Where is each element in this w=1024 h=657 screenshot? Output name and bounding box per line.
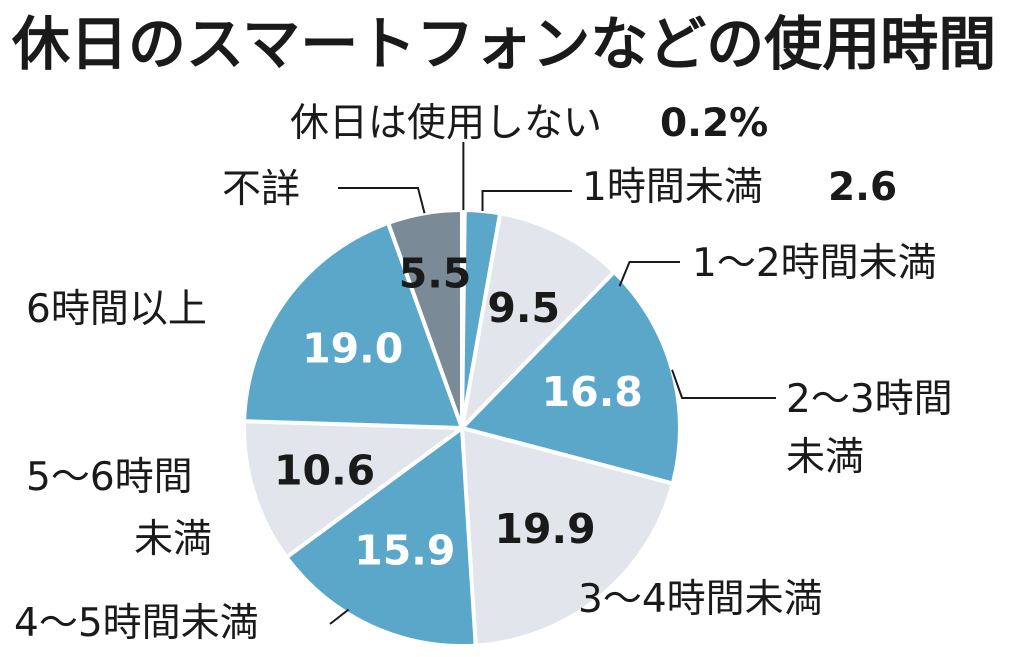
pie-slice-6 (284, 426, 478, 648)
slice-value-label-7: 10.6 (274, 447, 375, 495)
slice-category-label-3: 1〜2時間未満 (692, 241, 937, 286)
slice-value-label-1: 0.2% (660, 101, 768, 146)
leader-line-6 (329, 608, 350, 625)
slice-category-label-9: 不詳 (222, 167, 300, 212)
slice-category-label-5: 3〜4時間未満 (578, 577, 823, 622)
slice-value-label-9: 5.5 (399, 249, 472, 297)
chart-title: 休日のスマートフォンなどの使用時間 (11, 10, 996, 78)
slice-category-label-4: 2〜3時間 (786, 377, 953, 422)
leader-lines (329, 142, 776, 625)
slice-category-label-1: 休日は使用しない (290, 101, 602, 146)
pie-slice-4 (460, 269, 682, 486)
pie-slice-7 (242, 419, 464, 560)
slice-category-label-6: 4〜5時間未満 (14, 601, 259, 646)
slice-value-label-4: 16.8 (542, 368, 643, 416)
slice-category-label-8: 6時間以上 (26, 287, 207, 332)
slice-value-label-5: 19.9 (494, 505, 595, 553)
slice-labels: 9.5 16.8 19.9 15.9 10.6 19.0 5.5 休日は使用しない 0.2% 1時… (14, 101, 953, 646)
pie-slices (242, 207, 682, 648)
pie-slice-9 (386, 208, 464, 430)
slice-category-label-2: 1時間未満 (582, 165, 763, 210)
slice-value-label-8: 19.0 (302, 325, 403, 373)
pie-slice-8 (242, 220, 464, 430)
pie-slice-5 (460, 426, 675, 648)
leader-line-9 (338, 187, 426, 214)
slice-category-label-7: 5〜6時間 (26, 455, 193, 500)
slice-category-label-4-line2: 未満 (786, 435, 864, 480)
leader-line-3 (618, 261, 680, 287)
slice-value-label-6: 15.9 (354, 526, 455, 574)
leader-line-2 (481, 189, 572, 211)
slice-category-label-7-line2: 未満 (134, 517, 212, 562)
leader-line-4 (671, 369, 776, 399)
slice-value-label-3: 9.5 (487, 284, 560, 332)
slice-value-label-2: 2.6 (828, 165, 897, 210)
pie-slice-3 (460, 211, 617, 430)
